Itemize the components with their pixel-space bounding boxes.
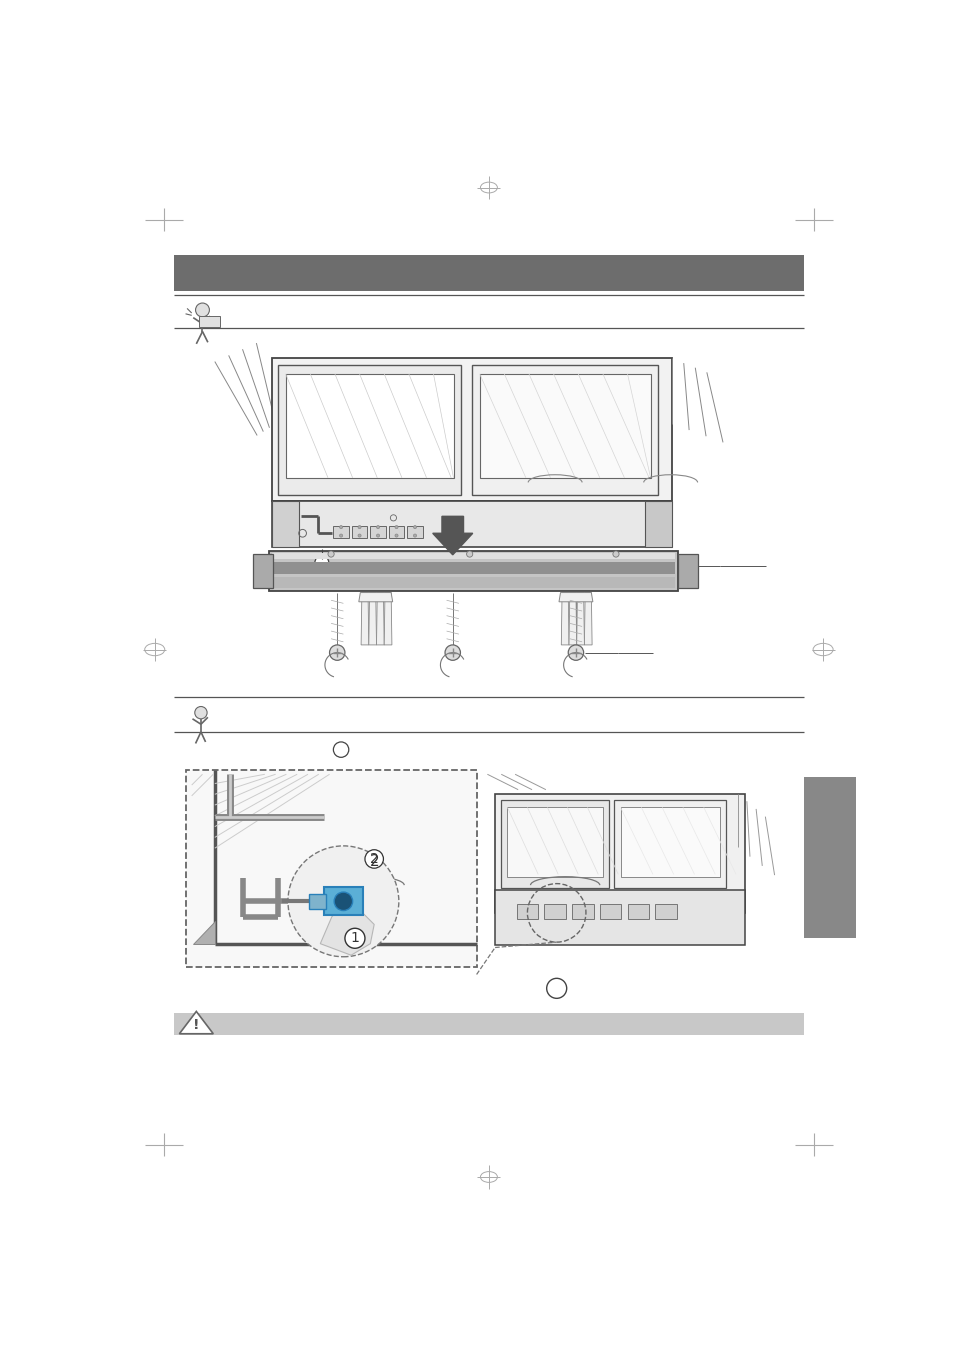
Polygon shape: [558, 593, 592, 601]
Bar: [495, 793, 744, 913]
Circle shape: [444, 644, 460, 661]
Polygon shape: [361, 593, 369, 644]
Bar: [272, 358, 672, 501]
Circle shape: [333, 742, 349, 758]
Circle shape: [357, 534, 361, 538]
Bar: [389, 526, 404, 538]
Polygon shape: [193, 920, 214, 943]
Circle shape: [329, 644, 345, 661]
Polygon shape: [369, 593, 376, 644]
Bar: [370, 526, 385, 538]
Bar: [333, 526, 349, 538]
Bar: [517, 904, 537, 919]
Circle shape: [328, 551, 334, 557]
Circle shape: [376, 526, 379, 528]
Bar: [479, 374, 650, 478]
Circle shape: [376, 534, 379, 538]
Bar: [614, 800, 725, 888]
Circle shape: [365, 850, 383, 869]
Bar: [572, 904, 593, 919]
Polygon shape: [320, 909, 374, 955]
Polygon shape: [577, 593, 584, 644]
Circle shape: [339, 526, 342, 528]
Bar: [309, 893, 325, 909]
Circle shape: [314, 555, 329, 570]
Bar: [272, 501, 672, 547]
Bar: [544, 904, 565, 919]
Circle shape: [612, 551, 618, 557]
Polygon shape: [376, 593, 384, 644]
Circle shape: [339, 534, 342, 538]
Polygon shape: [358, 593, 393, 601]
Circle shape: [413, 526, 416, 528]
Bar: [507, 808, 602, 877]
Bar: [272, 553, 675, 559]
Bar: [173, 254, 803, 292]
Bar: [324, 888, 362, 915]
Text: !: !: [193, 1019, 199, 1032]
Bar: [269, 551, 677, 590]
Circle shape: [395, 526, 397, 528]
Bar: [352, 526, 367, 538]
Circle shape: [395, 534, 397, 538]
Bar: [285, 374, 453, 478]
Bar: [644, 501, 672, 547]
Bar: [677, 554, 697, 588]
Circle shape: [195, 303, 210, 317]
Circle shape: [288, 846, 398, 957]
Circle shape: [466, 551, 473, 557]
Bar: [272, 562, 675, 574]
Bar: [620, 808, 720, 877]
Bar: [173, 1013, 803, 1035]
Text: 1: 1: [350, 931, 359, 946]
Circle shape: [334, 892, 353, 911]
Bar: [495, 890, 744, 946]
Bar: [472, 365, 658, 494]
Bar: [599, 904, 620, 919]
Bar: [272, 501, 298, 547]
Bar: [253, 554, 273, 588]
Bar: [627, 904, 648, 919]
Text: 2: 2: [369, 854, 378, 869]
Text: 2: 2: [370, 852, 378, 866]
Bar: [655, 904, 676, 919]
Bar: [500, 800, 608, 888]
Circle shape: [357, 526, 361, 528]
Circle shape: [568, 644, 583, 661]
FancyArrow shape: [433, 516, 473, 555]
Bar: [407, 526, 422, 538]
Polygon shape: [560, 593, 568, 644]
Bar: [803, 777, 856, 939]
Polygon shape: [568, 593, 577, 644]
Bar: [198, 316, 220, 327]
Bar: [185, 770, 476, 967]
Polygon shape: [179, 1012, 213, 1034]
Circle shape: [345, 928, 365, 948]
Polygon shape: [384, 593, 392, 644]
Bar: [277, 365, 460, 494]
Circle shape: [194, 707, 207, 719]
Circle shape: [546, 978, 566, 998]
Polygon shape: [584, 593, 592, 644]
Bar: [272, 577, 675, 588]
Circle shape: [413, 534, 416, 538]
